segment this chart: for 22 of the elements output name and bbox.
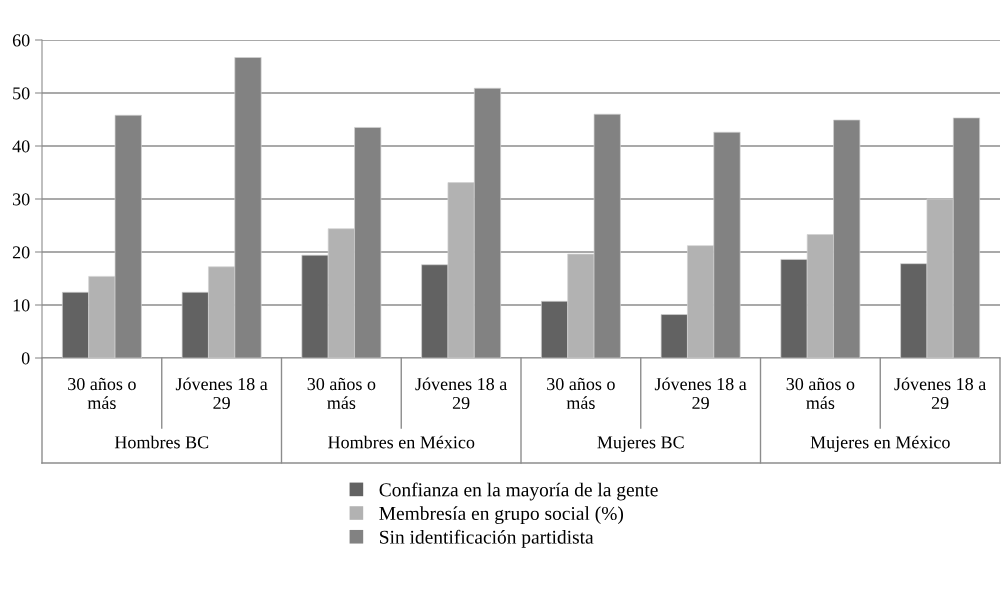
x-tick-label: Jóvenes 18 a 29 <box>415 377 508 410</box>
text: Mujeres BC <box>597 436 684 453</box>
legend-label: Sin identificación partidista <box>380 529 594 548</box>
legend-label: Confianza en la mayoría de la gente <box>379 482 658 501</box>
y-tick-label: 10 <box>13 299 30 312</box>
y-tick-label: 20 <box>12 246 30 259</box>
x-tick-label: Jóvenes 18 a 29 <box>654 377 747 410</box>
text: Hombres BC <box>114 435 209 449</box>
x-tick-label: 30 años o más <box>307 377 376 410</box>
x-tick-label: Jóvenes 18 a 29 <box>175 377 268 410</box>
text: Hombres en México <box>328 435 475 449</box>
x-tick-label: Jóvenes 18 a 29 <box>894 377 987 410</box>
text: Mujeres en México <box>810 435 950 453</box>
legend-label: Membresía en grupo social (%) <box>379 506 624 525</box>
y-tick-label: 30 <box>13 193 30 206</box>
x-tick-label: 30 años o más <box>547 377 615 410</box>
y-tick-label: 50 <box>13 87 30 100</box>
y-tick-label: 40 <box>12 140 30 153</box>
x-tick-label: 30 años o más <box>786 377 855 410</box>
y-tick-label: 60 <box>12 34 30 47</box>
y-tick-label: 0 <box>21 352 30 365</box>
x-tick-label: 30 años o más <box>68 377 136 410</box>
